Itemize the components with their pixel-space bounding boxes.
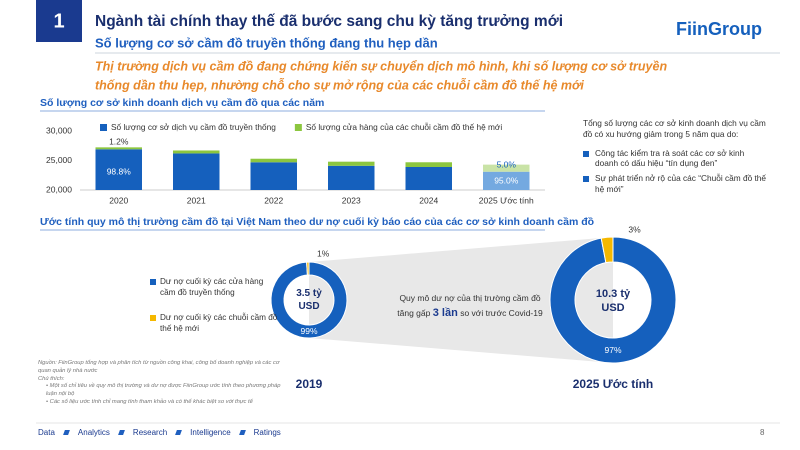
footer-sep (62, 430, 70, 435)
footer-item: Research (132, 428, 168, 437)
footer-item: Ratings (253, 428, 281, 437)
number-box (36, 0, 82, 42)
side-bullet: Công tác kiểm tra rà soát các cơ sở kinh… (583, 148, 768, 170)
x-tick-label: 2023 (342, 195, 361, 205)
y-tick-label: 25,000 (46, 155, 72, 165)
bar-segment (95, 149, 142, 190)
y-tick-label: 30,000 (46, 125, 72, 135)
bar-segment (328, 161, 375, 166)
pie-slice (600, 236, 614, 264)
y-tick-label: 20,000 (46, 184, 72, 194)
x-tick-label: 2025 Ước tính (479, 195, 534, 205)
bar-segment (328, 165, 375, 190)
data-label: 98.8% (107, 166, 132, 176)
note-text: Một số chỉ tiêu về quy mô thị trường và … (46, 383, 281, 398)
note: • Các số liệu ước tính chỉ mang tính tha… (46, 399, 253, 406)
notes-title: Chú thích: (38, 375, 65, 382)
growth-note: Quy mô dư nợ của thị trường cầm đồ tăng … (385, 292, 555, 321)
pie-slice (549, 236, 677, 364)
bar-segment (250, 158, 297, 163)
side-intro: Tổng số lượng các cơ sở kinh doanh dịch … (583, 118, 766, 139)
legend-swatch (100, 124, 107, 131)
note-text: Các số liệu ước tính chỉ mang tính tham … (49, 399, 253, 406)
x-tick-label: 2021 (187, 195, 206, 205)
x-tick-label: 2020 (109, 195, 128, 205)
note-text: tăng gấp (397, 307, 431, 318)
slide-subtitle: Số lượng cơ sở cầm đồ truyền thống đang … (95, 35, 438, 50)
connector (309, 237, 613, 363)
pie-label: 3% (628, 225, 641, 235)
data-label: 5.0% (497, 159, 517, 169)
legend-label: Dư nợ cuối kỳ các chuỗi cầm đồ thế hệ mớ… (160, 313, 278, 334)
legend-label: Số lượng cơ sở dịch vụ cầm đồ truyền thố… (111, 122, 276, 132)
section-title: Ước tính quy mô thị trường cầm đồ tại Vi… (40, 216, 594, 228)
pie-label: 1% (317, 248, 330, 258)
note-text: Quy mô dư nợ của thị trường cầm đồ (399, 293, 541, 303)
footer-item: Analytics (77, 428, 110, 437)
bar-segment (405, 166, 452, 190)
data-label: 95.0% (494, 175, 519, 185)
legend-label: Số lượng cửa hàng của các chuỗi cầm đồ t… (306, 122, 502, 132)
footer-sep (118, 430, 125, 435)
side-note: Tổng số lượng các cơ sở kinh doanh dịch … (583, 118, 768, 195)
highlight: thống dần thu hẹp, nhường chỗ cho sự mở … (95, 77, 584, 92)
slide-number: 1 (53, 10, 64, 32)
side-bullet: Sự phát triển nở rộ của các “Chuỗi cầm đ… (583, 173, 768, 195)
pie-title: 2019 (296, 377, 323, 391)
footer-sep (238, 430, 246, 435)
logo: FiinGroup (676, 19, 762, 39)
footer-item: Intelligence (190, 428, 231, 437)
pie-slice (270, 261, 348, 339)
highlight: Thị trường dịch vụ cầm đồ đang chứng kiế… (95, 59, 667, 73)
footer: Data Analytics Research Intelligence Ratings (38, 428, 281, 437)
footer-item: Data (38, 428, 55, 437)
legend-label: Dư nợ cuối kỳ các cửa hàng cầm đồ truyền… (160, 277, 264, 298)
bar-segment (173, 150, 220, 154)
legend-swatch (150, 279, 156, 285)
pie-slice (306, 261, 310, 276)
note-text: so với trước Covid-19 (460, 307, 543, 318)
data-label: 1.2% (109, 136, 129, 146)
bar-segment (95, 147, 142, 150)
bar-segment (483, 171, 530, 190)
bar-segment (173, 153, 220, 190)
bar-segment (483, 164, 530, 172)
pie-title: 2025 Ước tính (573, 377, 654, 391)
note: • Một số chỉ tiêu về quy mô thị trường v… (46, 383, 281, 398)
pie-label: 99% (300, 326, 317, 336)
x-tick-label: 2024 (419, 195, 438, 205)
bar-segment (250, 162, 297, 190)
pie-label: 97% (604, 345, 621, 355)
source-text: Nguồn: FiinGroup tổng hợp và phân tích t… (38, 360, 280, 374)
pie-center-label: 10.3 tỷ USD (595, 288, 631, 314)
note-emphasis: 3 lần (432, 306, 458, 319)
source: Nguồn: FiinGroup tổng hợp và phân tích t… (38, 360, 288, 407)
slide-title: Ngành tài chính thay thế đã bước sang ch… (95, 13, 563, 30)
x-tick-label: 2022 (264, 195, 283, 205)
footer-sep (175, 430, 183, 435)
bar-segment (405, 162, 452, 167)
page-number: 8 (760, 428, 765, 437)
legend-swatch (150, 315, 156, 321)
pie-center-label: 3.5 tỷ USD (296, 288, 322, 312)
section-title: Số lượng cơ sở kinh doanh dịch vụ cầm đồ… (40, 97, 324, 109)
legend-swatch (294, 124, 302, 131)
